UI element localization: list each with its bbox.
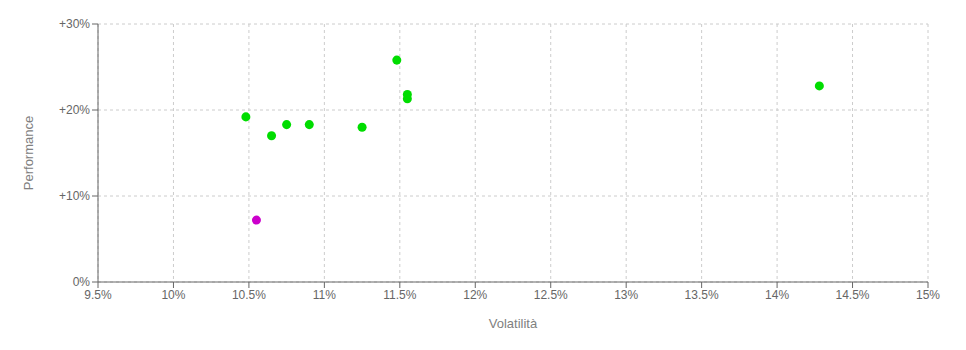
svg-text:10.5%: 10.5%	[232, 288, 266, 302]
svg-text:+10%: +10%	[59, 189, 90, 203]
svg-text:11.5%: 11.5%	[383, 288, 416, 302]
svg-text:13.5%: 13.5%	[685, 288, 719, 302]
svg-text:13%: 13%	[614, 288, 638, 302]
svg-text:12.5%: 12.5%	[534, 288, 568, 302]
svg-text:14.5%: 14.5%	[836, 288, 870, 302]
svg-text:0%: 0%	[73, 275, 91, 289]
svg-text:10%: 10%	[161, 288, 185, 302]
svg-text:+30%: +30%	[59, 17, 90, 31]
svg-text:11%: 11%	[313, 288, 336, 302]
svg-text:Performance: Performance	[21, 116, 36, 190]
svg-text:14%: 14%	[765, 288, 789, 302]
svg-text:+20%: +20%	[59, 103, 90, 117]
svg-text:Volatilità: Volatilità	[489, 316, 538, 331]
svg-text:9.5%: 9.5%	[84, 288, 112, 302]
svg-text:15%: 15%	[916, 288, 940, 302]
svg-text:12%: 12%	[463, 288, 487, 302]
